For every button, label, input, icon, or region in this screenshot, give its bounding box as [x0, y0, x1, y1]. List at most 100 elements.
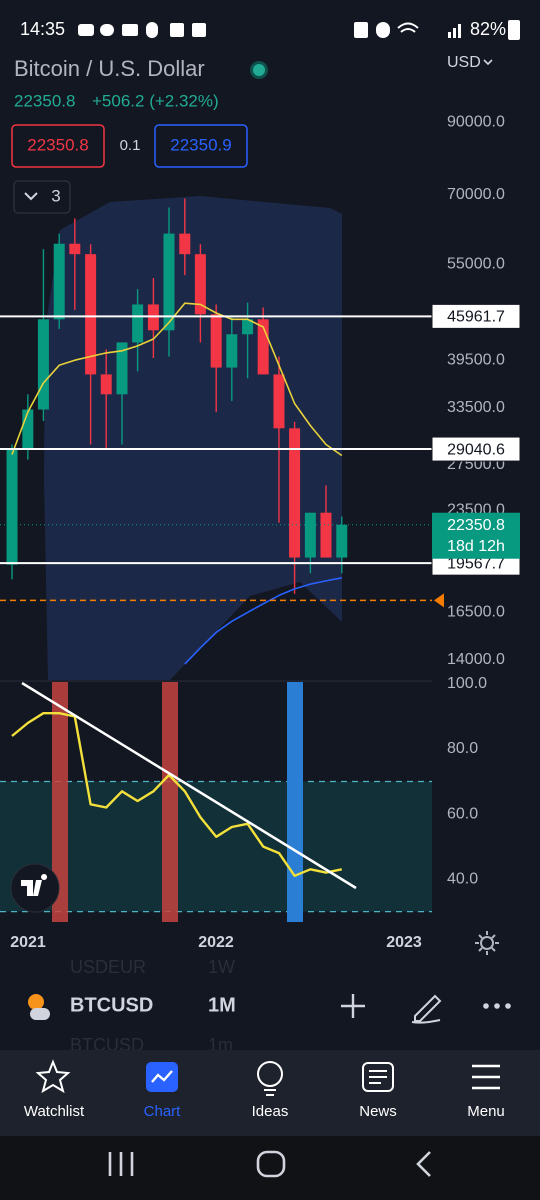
- candle-body: [69, 243, 81, 255]
- signal-bar: [52, 682, 68, 922]
- y-tick-label: 90000.0: [447, 113, 505, 130]
- symbol-title: Bitcoin / U.S. Dollar: [14, 56, 205, 81]
- indicator-toggle[interactable]: [13, 180, 71, 214]
- ghost-interval: 1m: [208, 1035, 233, 1055]
- price-plot: [0, 196, 432, 680]
- candle-body: [210, 314, 222, 368]
- candle-body: [336, 524, 348, 558]
- candle-body: [179, 233, 191, 255]
- status-icons: [78, 20, 520, 40]
- candle-body: [226, 334, 238, 368]
- spread: 0.1: [120, 137, 141, 154]
- back-button[interactable]: [416, 1151, 431, 1177]
- y-tick-label: 16500.0: [447, 604, 505, 621]
- currency-selector[interactable]: USD: [447, 54, 481, 71]
- signal-bar: [162, 682, 178, 922]
- ideas-icon[interactable]: [257, 1061, 283, 1087]
- last-price: 22350.8: [14, 91, 75, 110]
- current-price-box: [432, 512, 520, 559]
- indicator-chevron: [24, 192, 38, 201]
- usd-flag: [30, 1008, 50, 1020]
- candle-body: [6, 449, 18, 565]
- nav-label[interactable]: Watchlist: [24, 1103, 85, 1120]
- watchlist-icon[interactable]: [35, 1059, 71, 1094]
- candle-body: [194, 254, 206, 315]
- y-tick-label: 40.0: [447, 870, 478, 887]
- x-tick-label: 2022: [198, 934, 234, 951]
- candle-body: [289, 428, 301, 558]
- y-tick-label: 70000.0: [447, 186, 505, 203]
- axis-settings-rays: [475, 931, 499, 955]
- menu-icon[interactable]: [472, 1064, 500, 1090]
- recents-button[interactable]: [108, 1152, 134, 1176]
- candle-body: [304, 512, 316, 558]
- toolbar-interval[interactable]: 1M: [208, 994, 236, 1016]
- y-tick-label: 33500.0: [447, 399, 505, 416]
- candle-body: [257, 319, 269, 375]
- x-tick-label: 2021: [10, 934, 46, 951]
- chart-icon-line: [151, 1070, 173, 1083]
- ghost-symbol: USDEUR: [70, 957, 146, 977]
- news-icon[interactable]: [362, 1062, 394, 1092]
- price-line-box: [431, 303, 521, 329]
- y-tick-label: 55000.0: [447, 256, 505, 273]
- tv-logo-mark: [21, 874, 48, 896]
- currency-chevron: [483, 59, 493, 66]
- rsi-line: [11, 712, 343, 877]
- y-tick-label: 80.0: [447, 740, 478, 757]
- sell-price: 22350.8: [27, 135, 88, 154]
- nav-label[interactable]: News: [359, 1103, 397, 1120]
- price-line-label: 29040.6: [447, 441, 505, 458]
- toolbar-symbol[interactable]: BTCUSD: [70, 994, 153, 1016]
- market-status-dot: [253, 64, 265, 76]
- price-change: +506.2 (+2.32%): [92, 91, 219, 110]
- add-button[interactable]: [341, 994, 365, 1018]
- price-line-label: 19567.7: [447, 555, 505, 572]
- candle-body: [163, 233, 175, 331]
- signal-bar: [287, 682, 303, 922]
- btc-icon: [28, 994, 44, 1010]
- more-button[interactable]: [483, 1003, 511, 1009]
- candle-body: [37, 319, 49, 410]
- candle-body: [132, 304, 144, 343]
- candle-body: [320, 512, 332, 558]
- alert-marker: [434, 593, 444, 608]
- candle-body: [116, 342, 128, 395]
- home-button[interactable]: [256, 1150, 286, 1178]
- candle-body: [100, 374, 112, 395]
- ghost-interval: 1W: [208, 957, 235, 977]
- y-tick-label: 100.0: [447, 675, 487, 692]
- price-line-box: [431, 436, 521, 462]
- y-tick-label: 60.0: [447, 805, 478, 822]
- y-tick-label: 39500.0: [447, 351, 505, 368]
- system-nav: [0, 1136, 540, 1200]
- buy-button[interactable]: [154, 124, 248, 168]
- news-icon-lines: [369, 1070, 387, 1084]
- status-battery: 82%: [470, 19, 506, 39]
- draw-button[interactable]: [411, 994, 442, 1024]
- candle-body: [85, 254, 97, 375]
- status-time: 14:35: [20, 19, 65, 39]
- price-line-label: 45961.7: [447, 309, 505, 326]
- axis-settings[interactable]: [480, 936, 494, 950]
- toolbar: [0, 976, 540, 1036]
- nav-label[interactable]: Chart: [144, 1103, 182, 1120]
- trend-line: [21, 682, 357, 890]
- countdown-label: 18d 12h: [447, 538, 505, 555]
- y-tick-label: 14000.0: [447, 651, 505, 668]
- current-price-label: 22350.8: [447, 517, 505, 534]
- rsi-plot: [0, 682, 432, 922]
- ideas-icon-base: [264, 1089, 276, 1096]
- bottom-nav: [0, 1050, 540, 1136]
- nav-label[interactable]: Menu: [467, 1103, 505, 1120]
- nav-label[interactable]: Ideas: [252, 1103, 289, 1120]
- candle-body: [22, 409, 34, 450]
- indicator-count: 3: [51, 186, 60, 205]
- candle-body: [242, 319, 254, 335]
- candle-body: [273, 374, 285, 429]
- candle-body: [53, 243, 65, 320]
- overlay-line: [11, 302, 343, 457]
- ghost-symbol: BTCUSD: [70, 1035, 144, 1055]
- sell-button[interactable]: [11, 124, 105, 168]
